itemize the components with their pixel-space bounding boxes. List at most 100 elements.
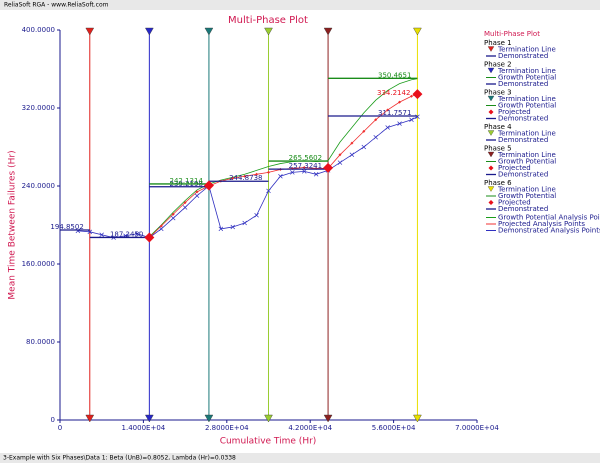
analysis-point: [361, 144, 367, 150]
y-tick-label: 80.0000: [26, 338, 55, 346]
analysis-point: [243, 174, 247, 178]
projected-point: [412, 89, 423, 100]
legend-item: Demonstrated Analysis Points: [498, 227, 600, 235]
termination-marker: [204, 27, 214, 36]
legend-item: Growth Potential: [498, 158, 556, 166]
analysis-point: [302, 165, 306, 169]
status-text: 3-Example with Six Phases\Data 1: Beta (…: [3, 455, 236, 462]
analysis-line: [149, 78, 418, 237]
y-tick-label: 160.0000: [22, 260, 55, 268]
legend-item: Projected: [498, 164, 531, 172]
termination-marker: [145, 27, 154, 36]
x-tick-label: 5.6000E+04: [372, 424, 416, 432]
y-tick-label: 400.0000: [22, 26, 55, 34]
legend-item: Termination Line: [497, 186, 556, 194]
legend-icon: [487, 186, 495, 192]
legend-icon: [487, 46, 495, 52]
legend-icon: [487, 130, 495, 136]
projected-point: [203, 180, 214, 191]
legend-icon: [488, 109, 494, 115]
termination-marker: [323, 27, 333, 36]
x-axis-label: Cumulative Time (Hr): [220, 437, 317, 447]
legend-group: Phase 3: [484, 89, 512, 97]
growth-potential-line-label: 265.5602: [289, 154, 322, 162]
window-title: ReliaSoft RGA - www.ReliaSoft.com: [4, 2, 109, 9]
analysis-point: [278, 174, 283, 179]
projected-label: 334.2142: [377, 89, 410, 97]
analysis-point: [159, 226, 164, 232]
legend-group: Phase 5: [484, 145, 512, 153]
x-tick-label: 2.8000E+04: [205, 424, 249, 432]
projected-point: [144, 232, 155, 243]
analysis-point: [385, 125, 390, 130]
legend-item: Termination Line: [497, 67, 556, 75]
legend-item: Projected: [498, 199, 531, 207]
legend-icon: [488, 165, 494, 171]
analysis-point: [231, 176, 235, 180]
analysis-point: [230, 224, 236, 230]
legend-icon: [487, 95, 495, 102]
x-tick-label: 1.4000E+04: [122, 424, 166, 432]
termination-marker: [264, 27, 273, 36]
legend-item: Growth Potential Analysis Points: [498, 214, 600, 222]
legend-item: Termination Line: [497, 46, 556, 54]
analysis-point: [337, 160, 343, 165]
legend-group: Phase 1: [484, 39, 512, 47]
y-axis-label: Mean Time Between Failures (Hr): [8, 150, 18, 299]
legend-item: Demonstrated: [498, 205, 548, 213]
analysis-point: [301, 169, 307, 174]
analysis-point: [266, 188, 271, 194]
legend-item: Growth Potential: [498, 192, 556, 200]
projected-point: [323, 162, 334, 173]
analysis-point: [386, 108, 390, 112]
growth-potential-line-label: 350.4651: [378, 71, 411, 79]
legend-item: Demonstrated: [498, 171, 548, 179]
legend-item: Projected: [498, 108, 531, 116]
demonstrated-line-label: 194.8502: [50, 223, 83, 231]
analysis-point: [99, 232, 104, 237]
chart-title: Multi-Phase Plot: [228, 15, 308, 26]
legend-title: Multi-Phase Plot: [484, 30, 540, 38]
legend-icon: [488, 200, 494, 205]
analysis-point: [170, 215, 176, 221]
legend-group: Phase 6: [484, 179, 512, 187]
analysis-point: [171, 212, 175, 216]
analysis-point: [398, 100, 402, 104]
legend-group: Phase 2: [484, 61, 512, 69]
demonstrated-line-label: 187.2450: [110, 230, 143, 238]
analysis-point: [254, 213, 259, 218]
analysis-point: [242, 220, 247, 226]
analysis-point: [290, 170, 295, 175]
legend-group: Phase 4: [484, 123, 512, 131]
y-tick-label: 320.0000: [22, 104, 55, 112]
analysis-point: [349, 152, 355, 158]
analysis-point: [374, 118, 378, 122]
demonstrated-line-label: 311.7571: [378, 109, 411, 117]
termination-marker: [204, 414, 214, 423]
analysis-point: [159, 224, 163, 228]
legend-item: Growth Potential: [498, 74, 556, 82]
analysis-point: [409, 117, 414, 122]
analysis-point: [350, 141, 354, 145]
legend-item: Demonstrated: [498, 136, 548, 144]
termination-marker: [145, 414, 154, 423]
termination-marker: [413, 414, 422, 423]
legend-item: Growth Potential: [498, 102, 556, 110]
analysis-point: [362, 129, 366, 133]
growth-potential-line-label: 242.1314: [170, 177, 204, 185]
status-bar: [0, 453, 600, 463]
y-tick-label: 240.0000: [22, 182, 55, 190]
analysis-point: [195, 190, 199, 194]
demonstrated-line-label: 257.3241: [289, 162, 322, 170]
analysis-point: [338, 153, 342, 157]
analysis-point: [183, 201, 187, 205]
legend-item: Termination Line: [497, 95, 556, 103]
analysis-point: [373, 135, 378, 140]
legend-item: Termination Line: [497, 151, 556, 159]
analysis-point: [409, 94, 413, 98]
termination-marker: [85, 414, 95, 423]
legend-item: Projected Analysis Points: [498, 220, 585, 228]
demonstrated-line-label: 244.8738: [229, 174, 262, 182]
analysis-point: [135, 231, 140, 237]
